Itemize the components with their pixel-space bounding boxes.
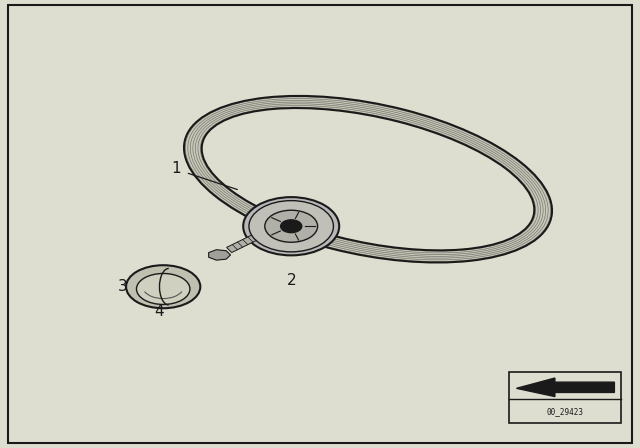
Ellipse shape bbox=[249, 201, 333, 252]
Bar bbox=[509, 372, 621, 423]
Ellipse shape bbox=[243, 197, 339, 255]
Ellipse shape bbox=[280, 220, 302, 233]
Polygon shape bbox=[516, 378, 614, 396]
Text: 4: 4 bbox=[154, 304, 164, 319]
Polygon shape bbox=[184, 96, 552, 263]
Polygon shape bbox=[209, 250, 230, 260]
Text: 00_29423: 00_29423 bbox=[547, 408, 583, 417]
Text: 3: 3 bbox=[118, 279, 128, 294]
Text: 2: 2 bbox=[286, 272, 296, 288]
Polygon shape bbox=[202, 108, 534, 250]
Polygon shape bbox=[227, 233, 260, 253]
Ellipse shape bbox=[126, 265, 200, 308]
Ellipse shape bbox=[265, 210, 317, 242]
Ellipse shape bbox=[136, 273, 190, 305]
Text: 1: 1 bbox=[171, 160, 181, 176]
